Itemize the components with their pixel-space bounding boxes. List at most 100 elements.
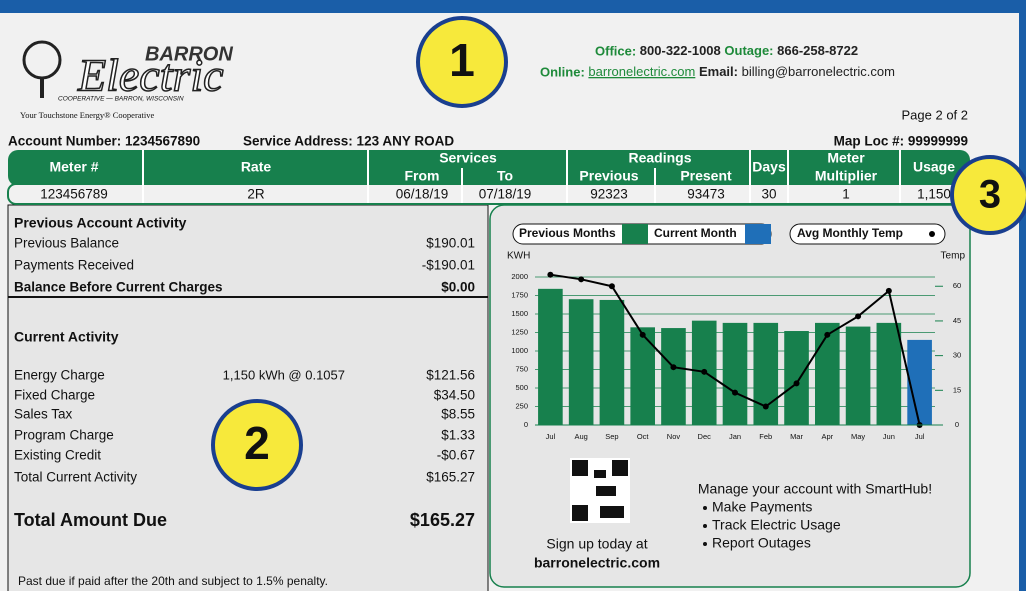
x-tick-label: Aug <box>574 432 587 441</box>
x-tick-label: Jul <box>546 432 556 441</box>
y-tick-label: 1750 <box>511 290 528 299</box>
y2-tick-label: 30 <box>953 351 961 360</box>
signup-site: barronelectric.com <box>534 555 660 571</box>
line-label: Existing Credit <box>14 448 101 463</box>
bar <box>753 323 778 425</box>
x-tick-label: Oct <box>637 432 650 441</box>
smarthub-item: Track Electric Usage <box>712 517 841 533</box>
column-header: Days <box>752 159 786 175</box>
contact: 800-322-1008 <box>640 43 721 58</box>
line-label: Sales Tax <box>14 407 73 422</box>
y2-tick-label: 15 <box>953 385 961 394</box>
column-header: Previous <box>579 168 638 184</box>
legend-label: Previous Months <box>519 226 616 240</box>
table-cell: 2R <box>247 187 265 202</box>
x-tick-label: Feb <box>759 432 772 441</box>
legend-swatch <box>929 231 935 237</box>
temp-point <box>763 404 769 410</box>
temp-point <box>640 332 646 338</box>
y-tick-label: 2000 <box>511 272 528 281</box>
line-label: Program Charge <box>14 428 114 443</box>
axis-label: Temp <box>941 251 966 262</box>
link[interactable]: barronelectric.com <box>588 64 695 79</box>
logo-sub: COOPERATIVE — BARRON, WISCONSIN <box>58 96 184 103</box>
y-tick-label: 1250 <box>511 327 528 336</box>
smarthub-title: Manage your account with SmartHub! <box>698 481 932 497</box>
table-cell: 06/18/19 <box>396 187 449 202</box>
y2-tick-label: 60 <box>953 281 961 290</box>
y-tick-label: 0 <box>524 420 528 429</box>
temp-point <box>701 369 707 375</box>
qr-code <box>572 505 588 521</box>
temp-point <box>670 364 676 370</box>
legend-label: Avg Monthly Temp <box>797 226 903 240</box>
bar <box>538 289 563 425</box>
contact: 866-258-8722 <box>777 43 858 58</box>
column-header: Present <box>680 168 732 184</box>
y2-tick-label: 45 <box>953 316 961 325</box>
contact: Outage: <box>724 43 773 58</box>
section-title: Previous Account Activity <box>14 215 187 231</box>
line-amount: $190.01 <box>426 236 475 251</box>
callout-number: 2 <box>244 417 270 469</box>
temp-point <box>886 288 892 294</box>
logo-word: Electric <box>77 50 224 101</box>
line-label: Total Current Activity <box>14 470 137 485</box>
y-tick-label: 1000 <box>511 346 528 355</box>
line-label: Energy Charge <box>14 368 105 383</box>
x-tick-label: Jul <box>915 432 925 441</box>
line-amount: $165.27 <box>426 470 475 485</box>
contact: billing@barronelectric.com <box>742 64 895 79</box>
bar <box>846 327 871 425</box>
bullet <box>703 542 707 546</box>
temp-point <box>609 283 615 289</box>
y-tick-label: 250 <box>515 401 528 410</box>
callout-number: 1 <box>449 34 475 86</box>
column-header: Meter <box>827 150 865 166</box>
y-tick-label: 1500 <box>511 309 528 318</box>
bullet <box>703 524 707 528</box>
line-amount: $34.50 <box>434 388 475 403</box>
column-header: Meter # <box>49 159 98 175</box>
column-header: Readings <box>628 150 691 166</box>
temp-point <box>732 390 738 396</box>
bill: BARRONElectricCOOPERATIVE — BARRON, WISC… <box>0 0 1026 591</box>
line-label: Payments Received <box>14 258 134 273</box>
qr-code <box>600 506 624 518</box>
contact: Email: <box>699 64 738 79</box>
total-label: Total Amount Due <box>14 510 167 530</box>
x-tick-label: Dec <box>698 432 712 441</box>
smarthub-item: Make Payments <box>712 499 812 515</box>
x-tick-label: Nov <box>667 432 681 441</box>
page: BARRONElectricCOOPERATIVE — BARRON, WISC… <box>0 0 1026 591</box>
bar <box>630 327 655 425</box>
legend-label: Current Month <box>654 226 737 240</box>
x-tick-label: Jan <box>729 432 741 441</box>
x-tick-label: Sep <box>605 432 618 441</box>
account-number: Account Number: 1234567890 <box>8 134 200 149</box>
temp-point <box>547 272 553 278</box>
column-header: Rate <box>241 159 272 175</box>
table-cell: 30 <box>761 187 776 202</box>
table-cell: 1 <box>842 187 850 202</box>
bar <box>723 323 748 425</box>
y2-tick-label: 0 <box>955 420 959 429</box>
table-cell: 92323 <box>590 187 628 202</box>
footer-note: Past due if paid after the 20th and subj… <box>18 574 328 588</box>
column-header: To <box>497 168 513 184</box>
section-title: Current Activity <box>14 329 119 345</box>
line-label: Balance Before Current Charges <box>14 280 223 295</box>
line-amount: -$190.01 <box>422 258 475 273</box>
temp-point <box>794 380 800 386</box>
callout-number: 3 <box>979 173 1001 217</box>
qr-code <box>594 470 606 478</box>
line-label: Fixed Charge <box>14 388 95 403</box>
legend-swatch <box>622 224 648 244</box>
line-label: Previous Balance <box>14 236 119 251</box>
line-amount: -$0.67 <box>437 448 475 463</box>
y-tick-label: 500 <box>515 383 528 392</box>
x-tick-label: Mar <box>790 432 803 441</box>
contact: Office: 800-322-1008 Outage: 866-258-872… <box>595 43 858 58</box>
column-header: Services <box>439 150 497 166</box>
column-header: Usage <box>913 159 955 175</box>
